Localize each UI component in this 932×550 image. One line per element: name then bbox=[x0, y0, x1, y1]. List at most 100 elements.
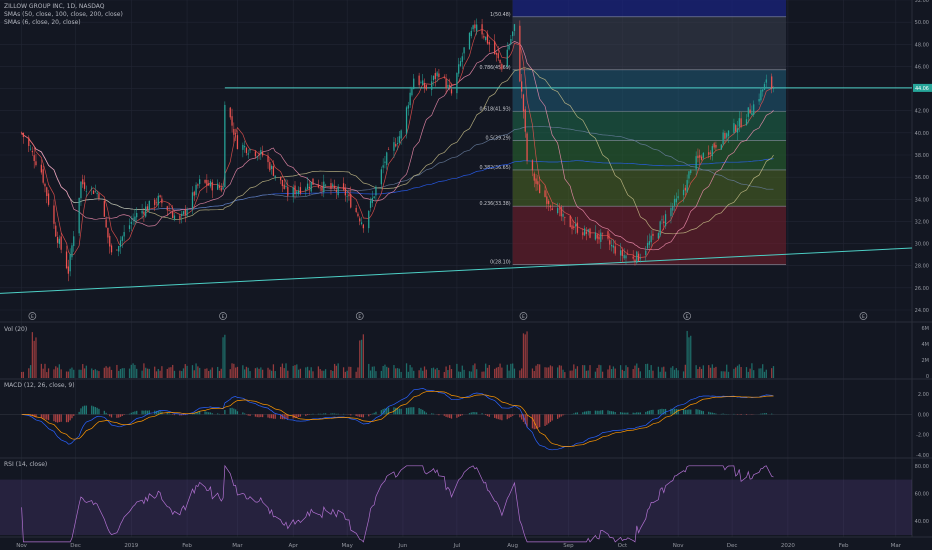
candle bbox=[287, 186, 289, 196]
volume-bar bbox=[272, 364, 275, 378]
volume-bar bbox=[33, 340, 35, 378]
volume-bar bbox=[395, 368, 397, 378]
volume-bar bbox=[208, 370, 210, 378]
volume-bar bbox=[321, 370, 323, 378]
x-tick-label: Feb bbox=[182, 543, 192, 549]
candle bbox=[297, 190, 300, 195]
candle bbox=[713, 143, 715, 148]
candle bbox=[449, 84, 451, 88]
volume-bar bbox=[220, 368, 222, 378]
candle bbox=[738, 118, 740, 127]
candle bbox=[409, 92, 411, 106]
candle bbox=[296, 191, 298, 194]
volume-bar bbox=[740, 367, 742, 378]
candle bbox=[310, 181, 312, 192]
candle bbox=[614, 246, 616, 254]
candle bbox=[56, 236, 59, 243]
candle bbox=[47, 193, 50, 205]
x-tick-label: Oct bbox=[618, 543, 628, 549]
candle bbox=[758, 99, 760, 102]
volume-bar bbox=[673, 369, 676, 378]
volume-bar bbox=[700, 368, 703, 378]
volume-bar bbox=[199, 367, 201, 378]
volume-bar bbox=[369, 370, 372, 378]
volume-tick-label: 2M bbox=[922, 358, 930, 364]
candle bbox=[700, 156, 703, 160]
volume-bar bbox=[715, 366, 717, 378]
candle bbox=[447, 84, 449, 87]
candle bbox=[736, 128, 739, 133]
volume-bar bbox=[91, 368, 93, 378]
rsi-tick-label: 60.00 bbox=[915, 491, 929, 497]
volume-bar bbox=[587, 370, 589, 378]
earnings-marker-label: E bbox=[686, 314, 689, 320]
volume-bar bbox=[639, 371, 642, 378]
candle bbox=[537, 181, 539, 185]
candle bbox=[772, 88, 775, 89]
candle bbox=[121, 236, 123, 241]
candle bbox=[765, 79, 767, 83]
volume-bar bbox=[544, 367, 546, 378]
candle bbox=[709, 152, 712, 154]
volume-bar bbox=[495, 367, 498, 378]
sma-legend-short: SMAs (6, close, 20, close) bbox=[4, 19, 81, 26]
volume-bar bbox=[294, 365, 296, 378]
candle bbox=[218, 185, 221, 188]
candle bbox=[544, 190, 546, 197]
earnings-marker-label: E bbox=[358, 314, 361, 320]
candle bbox=[355, 207, 357, 213]
candle bbox=[648, 241, 651, 245]
volume-bar bbox=[751, 363, 753, 378]
fib-zone bbox=[512, 16, 787, 70]
candle bbox=[191, 192, 194, 209]
volume-bar bbox=[753, 370, 755, 378]
candle bbox=[166, 206, 168, 211]
candle bbox=[384, 161, 386, 163]
volume-bar bbox=[46, 372, 48, 378]
candle bbox=[134, 216, 136, 222]
candle bbox=[688, 171, 690, 179]
candle bbox=[672, 206, 674, 211]
candle bbox=[195, 184, 197, 195]
earnings-marker-label: E bbox=[31, 314, 34, 320]
volume-bar bbox=[411, 367, 413, 378]
volume-bar bbox=[350, 366, 352, 378]
volume-bar bbox=[745, 367, 748, 378]
volume-bar bbox=[546, 367, 548, 378]
volume-bar bbox=[501, 367, 503, 378]
candle bbox=[549, 205, 552, 208]
volume-bar bbox=[362, 334, 364, 378]
volume-bar bbox=[324, 369, 327, 378]
volume-bar bbox=[425, 369, 427, 378]
sma-legend-long: SMAs (50, close, 100, close, 200, close) bbox=[4, 11, 123, 18]
volume-bar bbox=[107, 367, 109, 378]
candle bbox=[501, 64, 503, 70]
candle bbox=[745, 119, 748, 126]
volume-bar bbox=[688, 337, 690, 378]
volume-bar bbox=[695, 365, 697, 378]
volume-bar bbox=[233, 363, 235, 378]
volume-bar bbox=[512, 363, 514, 378]
volume-bar bbox=[368, 363, 370, 378]
sma-20-line bbox=[21, 41, 774, 251]
volume-bar bbox=[551, 366, 553, 378]
candle bbox=[373, 196, 375, 198]
x-tick-label: May bbox=[341, 543, 353, 549]
volume-bar bbox=[537, 364, 539, 378]
candle bbox=[481, 24, 483, 35]
candle bbox=[173, 215, 176, 220]
volume-bar bbox=[134, 364, 136, 378]
rsi-band bbox=[0, 479, 912, 535]
volume-bar bbox=[308, 370, 311, 378]
volume-bar bbox=[141, 370, 143, 378]
candle bbox=[726, 133, 728, 138]
volume-bar bbox=[247, 367, 249, 378]
volume-bar bbox=[204, 368, 206, 378]
candle bbox=[119, 240, 122, 247]
candle bbox=[199, 179, 201, 184]
candle bbox=[751, 112, 753, 116]
candle bbox=[458, 64, 460, 74]
candle bbox=[684, 187, 686, 191]
volume-bar bbox=[476, 369, 478, 378]
volume-bar bbox=[55, 366, 57, 378]
